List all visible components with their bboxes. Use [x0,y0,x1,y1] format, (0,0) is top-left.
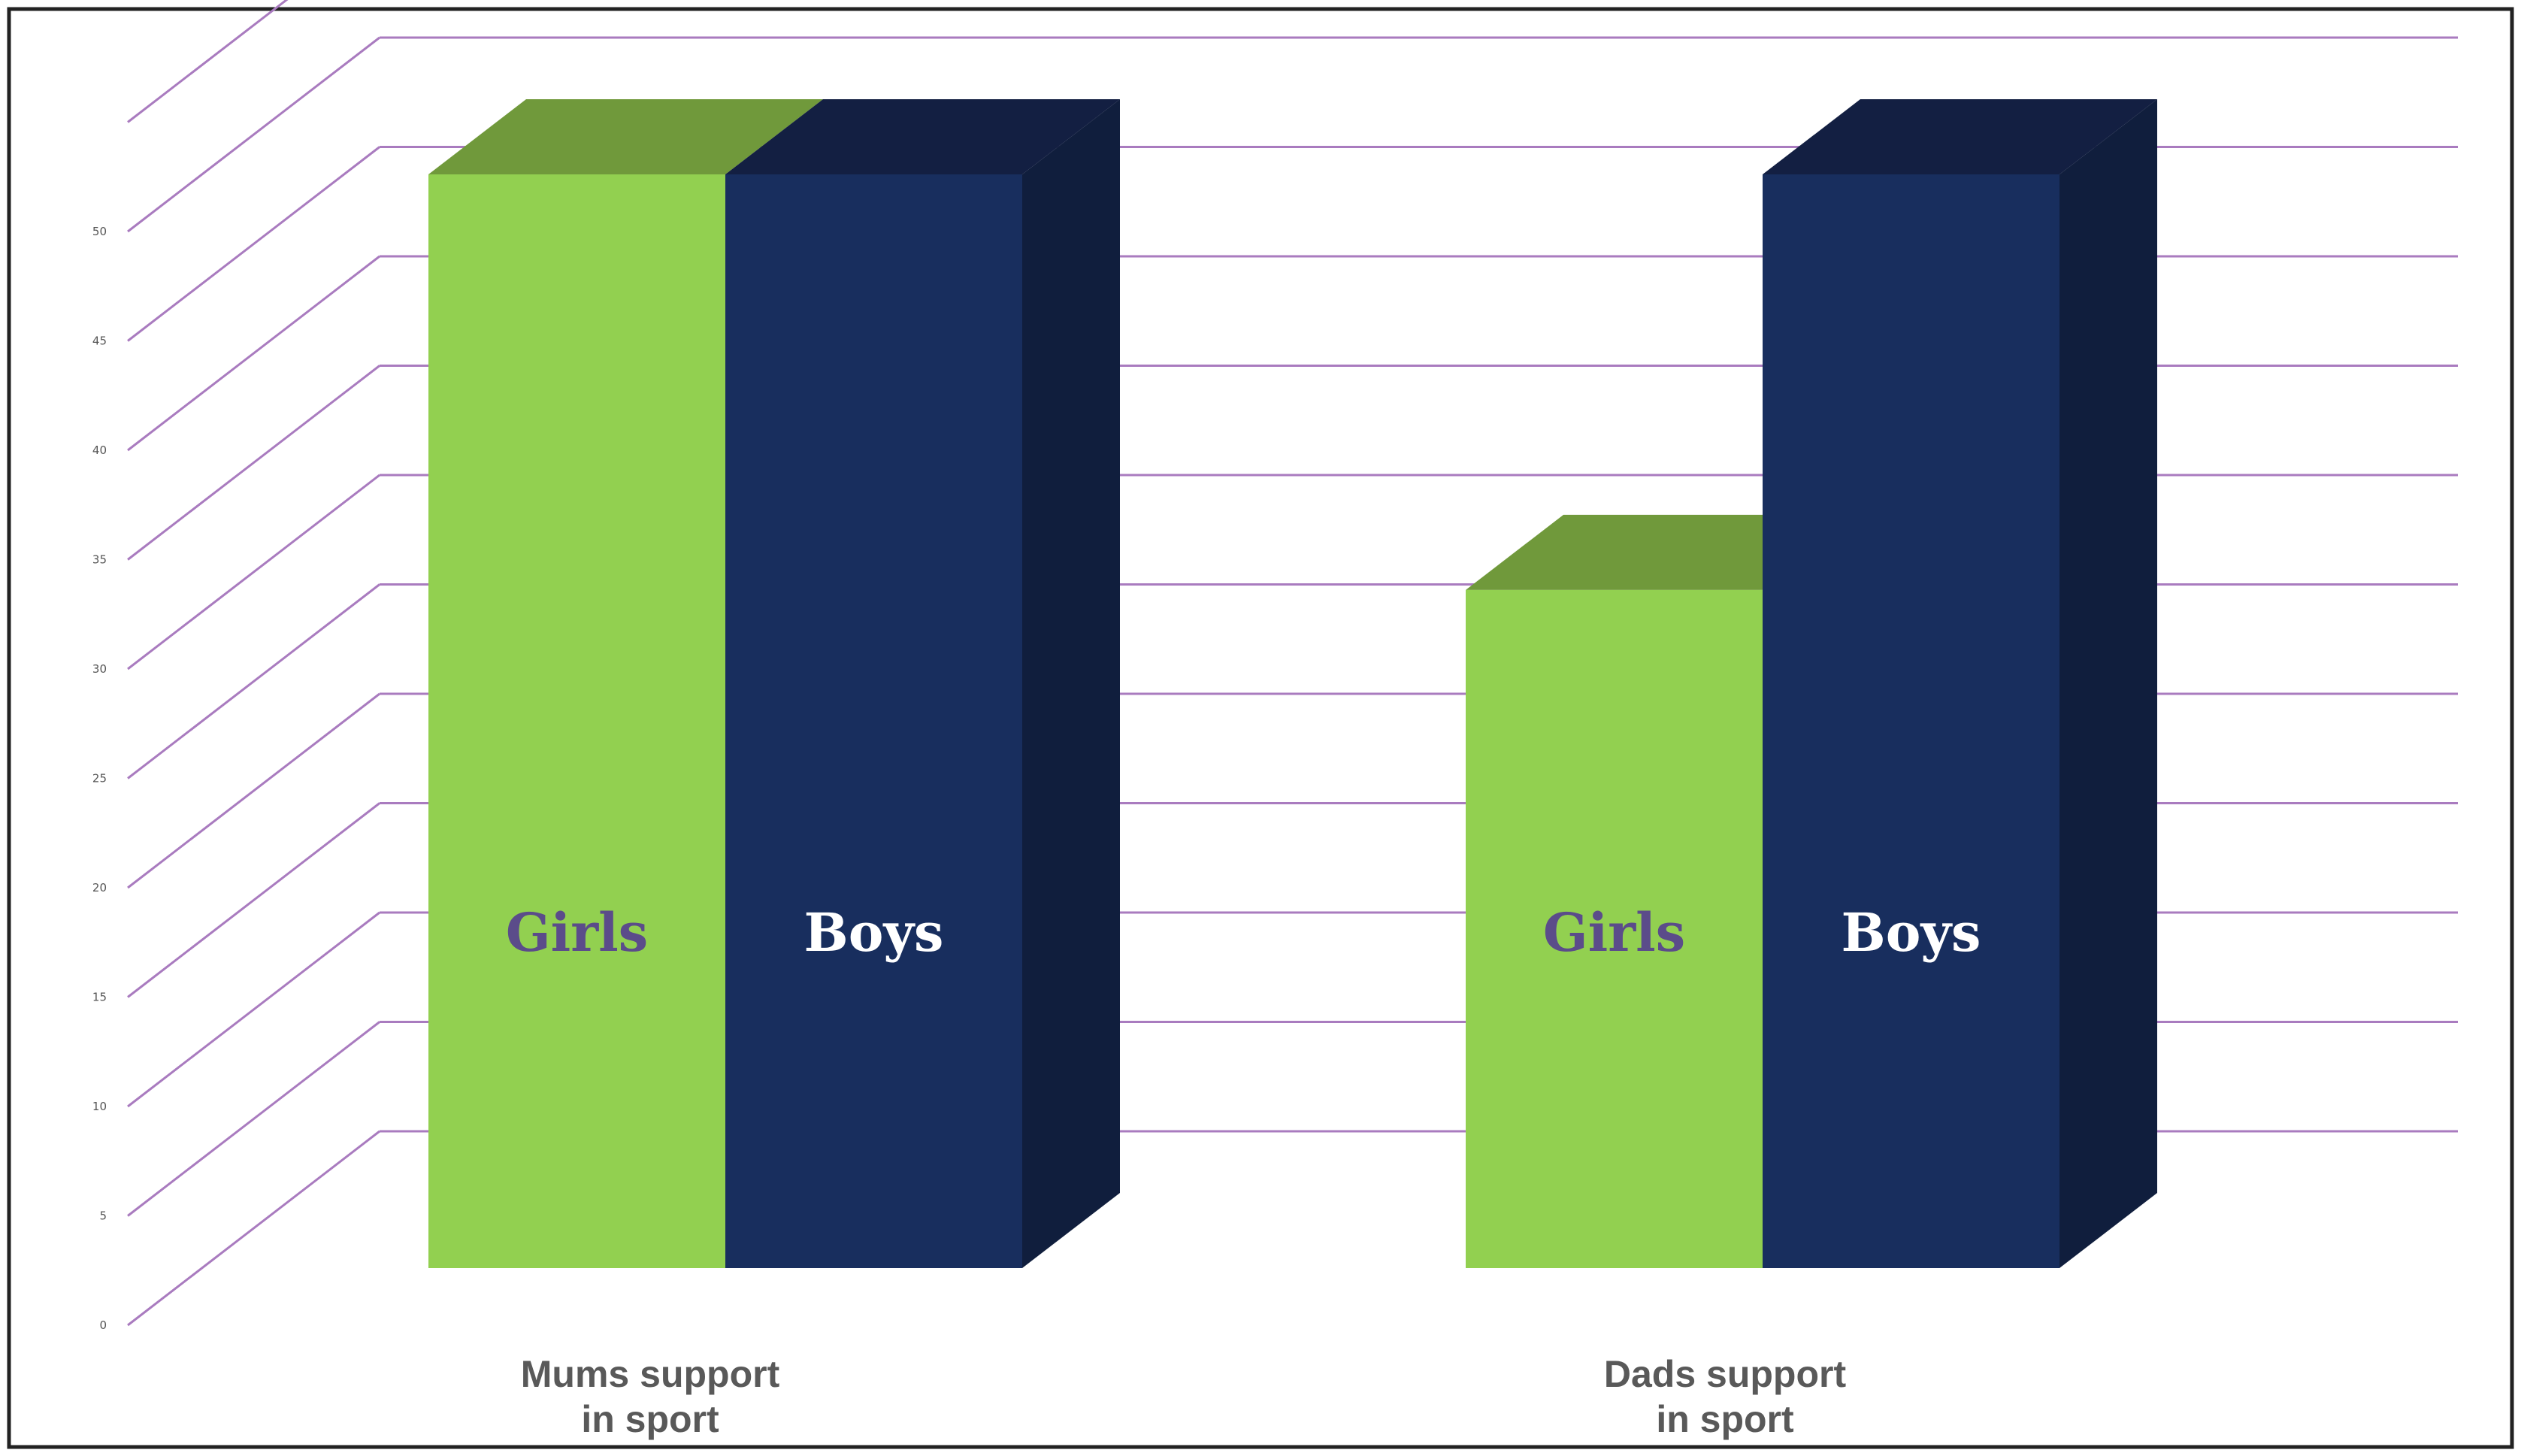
bar-series-label: Girls [1543,901,1685,964]
bar-series-label: Boys [804,901,944,964]
bar-top [1763,99,2157,174]
bar [725,174,1022,1268]
y-tick-label: 30 [92,662,107,676]
y-tick-label: 0 [99,1318,107,1332]
y-tick-label: 25 [92,772,107,786]
y-tick-label: 35 [92,553,107,567]
x-category-label: in sport [581,1398,719,1440]
y-tick-label: 15 [92,991,107,1004]
bar-top [428,99,823,174]
x-category-label: Mums support [521,1353,780,1395]
gridline-diagonal [127,255,380,452]
gridline-diagonal [127,911,380,1108]
x-category-label: Dads support [1604,1353,1847,1395]
gridline-diagonal [127,1130,380,1327]
y-tick-label: 20 [92,881,107,894]
y-tick-label: 45 [92,334,107,348]
gridline-diagonal [127,1021,380,1217]
bar [428,174,725,1268]
bar-top [725,99,1120,174]
y-tick-label: 5 [99,1209,107,1223]
gridline-diagonal [127,692,380,889]
y-tick-label: 40 [92,443,107,457]
bar-series-label: Girls [506,901,648,964]
y-tick-label: 10 [92,1100,107,1113]
bar-top [1466,514,1860,590]
gridline-diagonal [127,583,380,779]
gridline-diagonal [127,0,289,123]
bar-side [1022,99,1120,1268]
gridline-diagonal [127,36,380,233]
x-category-label: in sport [1656,1398,1794,1440]
bar [1466,589,1763,1268]
gridline-diagonal [127,146,380,342]
bar-series-label: Boys [1842,901,1981,964]
gridline-diagonal [127,474,380,670]
y-tick-label: 50 [92,225,107,238]
gridline-diagonal [127,802,380,998]
gridline-diagonal [127,365,380,561]
bar [1763,174,2059,1268]
bar-side [2059,99,2157,1268]
